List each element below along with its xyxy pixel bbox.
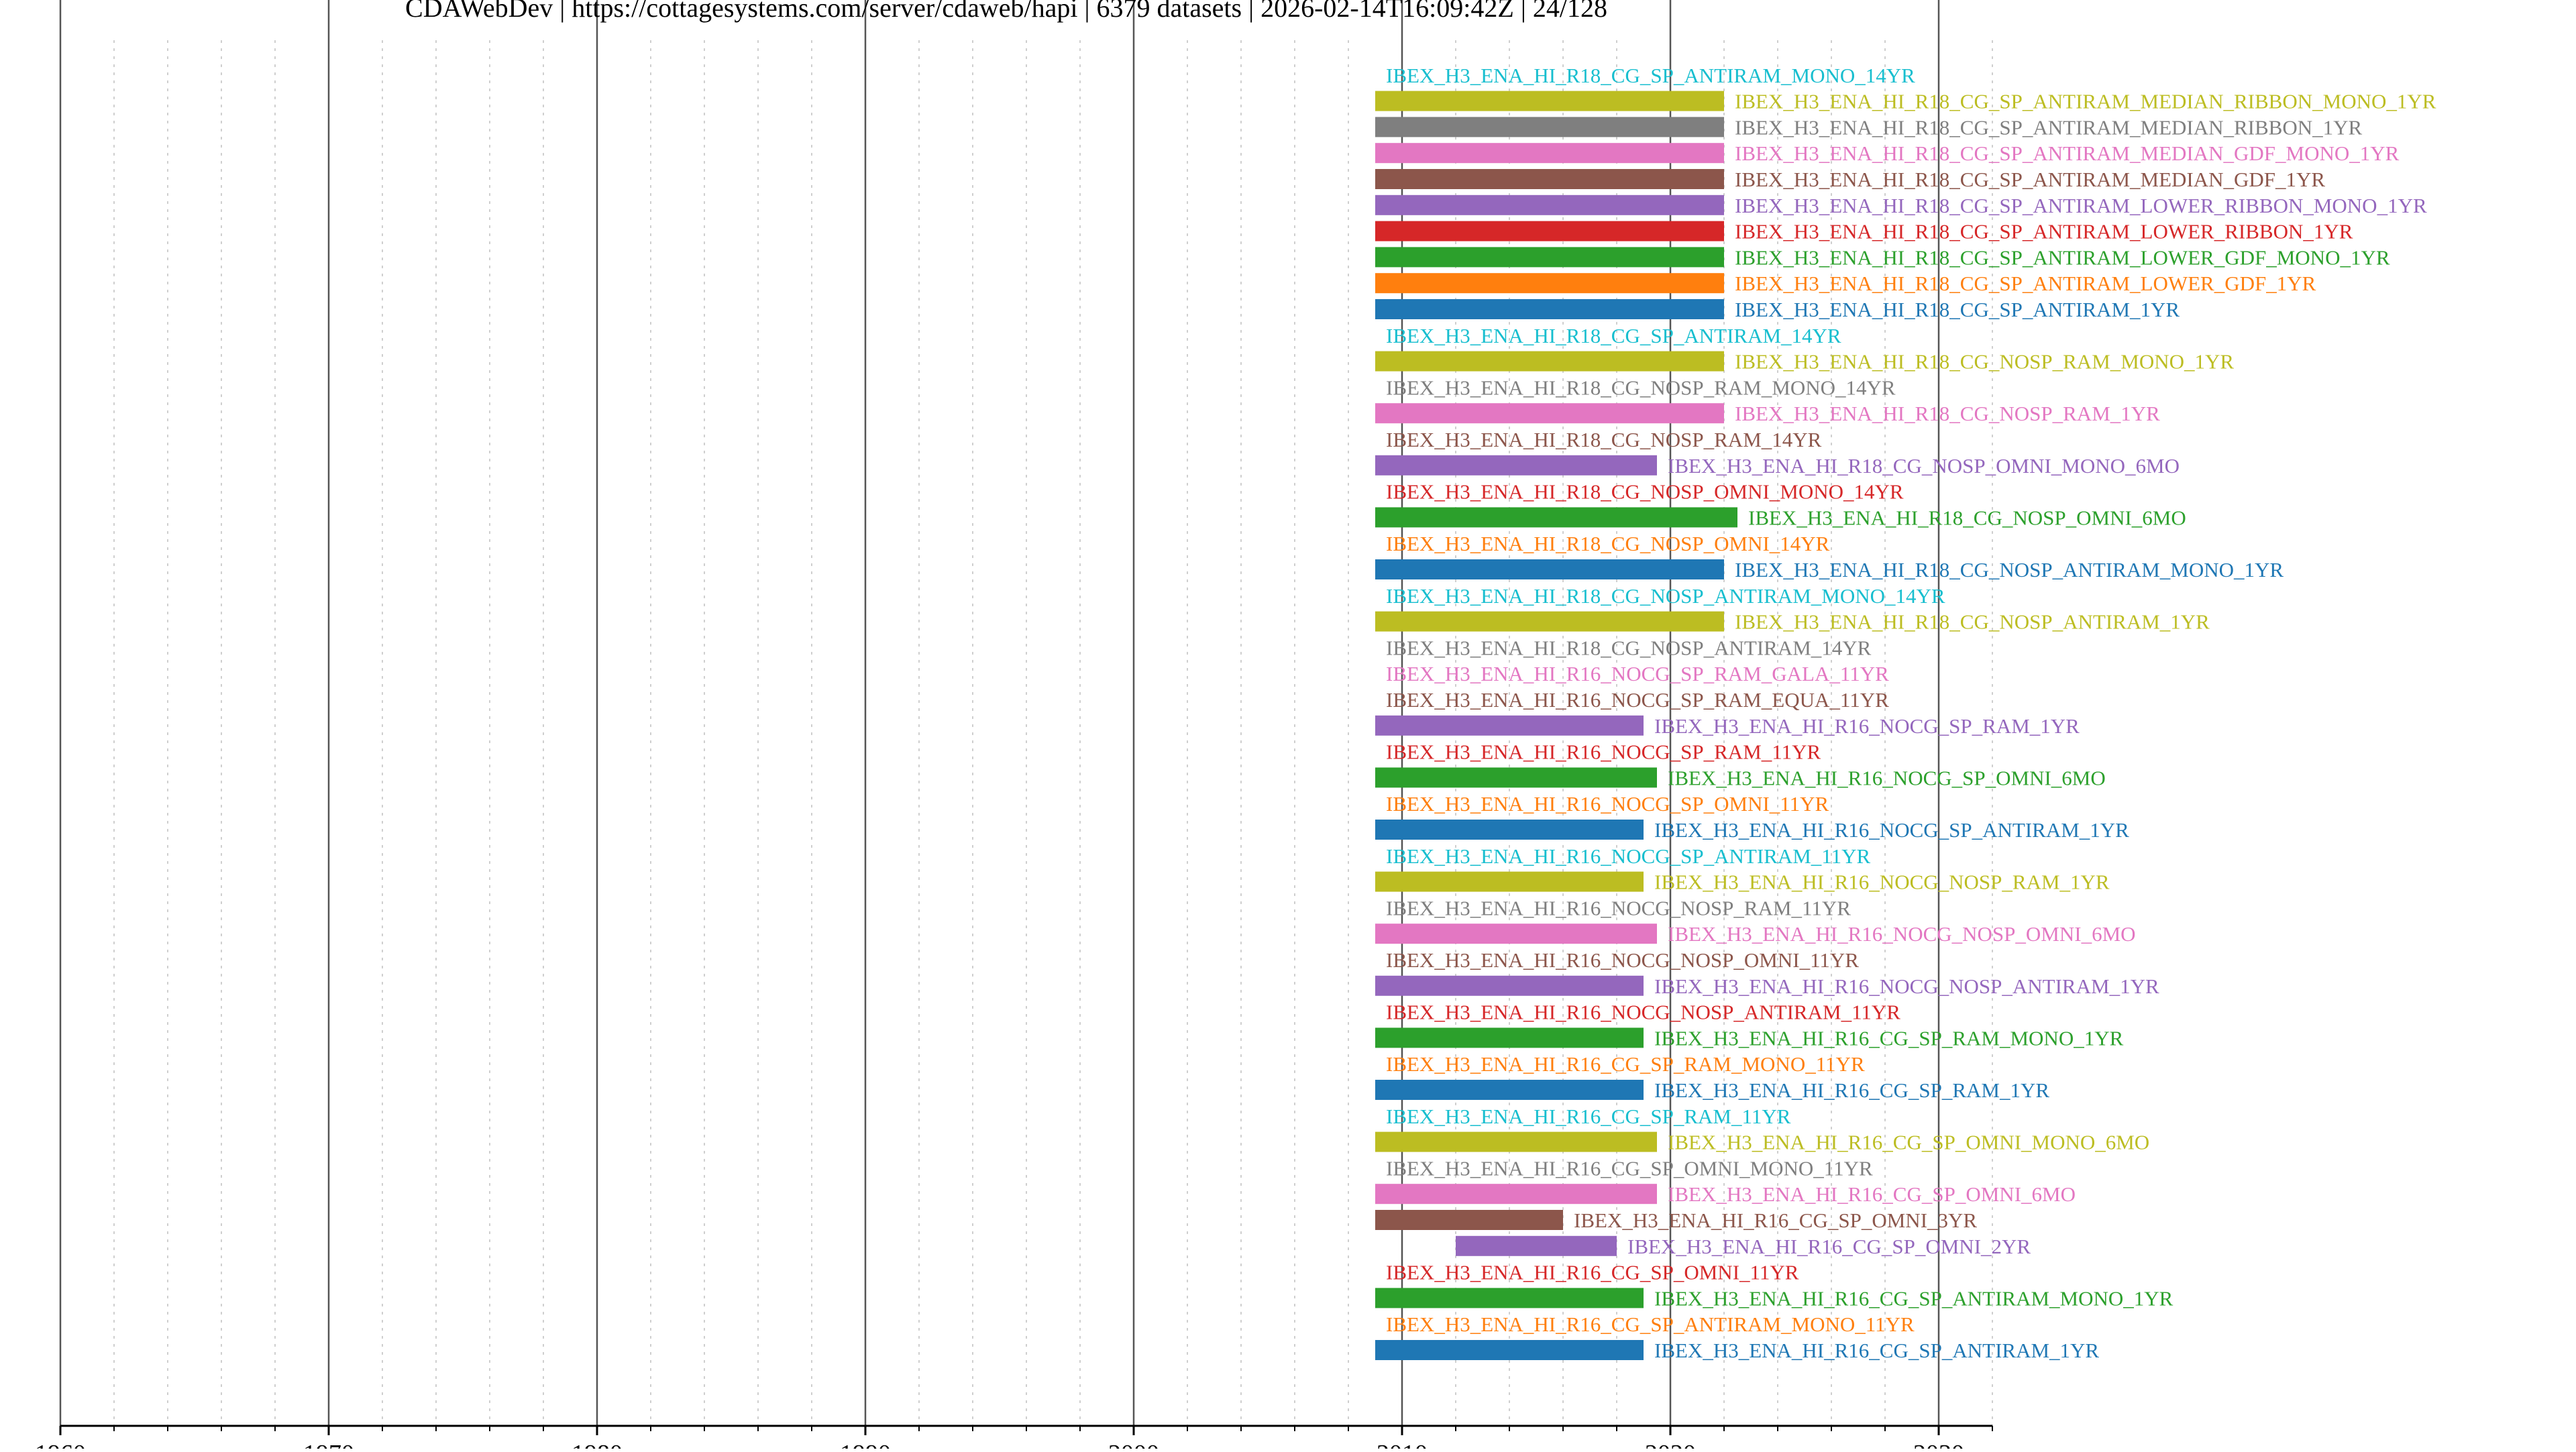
series-label: IBEX_H3_ENA_HI_R16_NOCG_SP_OMNI_11YR [1386,792,1829,816]
timeline-bar [1375,143,1724,164]
series-label: IBEX_H3_ENA_HI_R18_CG_SP_ANTIRAM_LOWER_G… [1735,245,2390,269]
timeline-bar [1375,403,1724,424]
bars-layer [1375,91,1737,1360]
series-label: IBEX_H3_ENA_HI_R18_CG_SP_ANTIRAM_LOWER_G… [1735,272,2316,295]
series-label: IBEX_H3_ENA_HI_R16_CG_SP_OMNI_11YR [1386,1261,1799,1284]
series-label: IBEX_H3_ENA_HI_R18_CG_SP_ANTIRAM_LOWER_R… [1735,194,2427,217]
x-tick-label: 1980 [572,1440,623,1449]
series-label: IBEX_H3_ENA_HI_R16_CG_SP_OMNI_6MO [1668,1182,2076,1206]
timeline-bar [1375,1080,1644,1100]
series-label: IBEX_H3_ENA_HI_R16_NOCG_NOSP_RAM_1YR [1654,871,2110,894]
series-label: IBEX_H3_ENA_HI_R16_NOCG_NOSP_ANTIRAM_11Y… [1386,1001,1900,1024]
x-tick-label: 1990 [840,1440,891,1449]
series-label: IBEX_H3_ENA_HI_R16_CG_SP_ANTIRAM_MONO_11… [1386,1313,1915,1336]
series-label: IBEX_H3_ENA_HI_R18_CG_NOSP_OMNI_MONO_6MO [1668,454,2180,478]
labels-layer: IBEX_H3_ENA_HI_R16_CG_SP_ANTIRAM_1YR IBEX… [1386,64,2436,1362]
series-label: IBEX_H3_ENA_HI_R16_NOCG_NOSP_RAM_11YR [1386,896,1851,919]
timeline-bar [1375,507,1737,528]
series-label: IBEX_H3_ENA_HI_R18_CG_NOSP_ANTIRAM_MONO_… [1386,584,1945,608]
series-label: IBEX_H3_ENA_HI_R18_CG_NOSP_ANTIRAM_1YR [1735,610,2210,634]
timeline-bar [1375,975,1644,996]
series-label: IBEX_H3_ENA_HI_R16_NOCG_SP_RAM_GALA_11YR [1386,662,1889,685]
series-label: IBEX_H3_ENA_HI_R16_CG_SP_RAM_MONO_11YR [1386,1052,1865,1076]
timeline-bar [1375,1288,1644,1308]
series-label: IBEX_H3_ENA_HI_R16_CG_SP_OMNI_MONO_6MO [1668,1131,2149,1154]
timeline-bar [1375,611,1724,632]
timeline-bar [1375,820,1644,840]
timeline-bar [1375,247,1724,268]
timeline-bar [1375,1184,1657,1205]
series-label: IBEX_H3_ENA_HI_R16_CG_SP_OMNI_2YR [1627,1235,2031,1258]
series-label: IBEX_H3_ENA_HI_R16_NOCG_SP_RAM_11YR [1386,740,1821,764]
series-label: IBEX_H3_ENA_HI_R18_CG_SP_ANTIRAM_MONO_14… [1386,64,1915,87]
series-label: IBEX_H3_ENA_HI_R18_CG_SP_ANTIRAM_MEDIAN_… [1735,90,2436,113]
series-label: IBEX_H3_ENA_HI_R18_CG_NOSP_RAM_1YR [1735,402,2160,425]
x-tick-label: 1970 [303,1440,354,1449]
series-label: IBEX_H3_ENA_HI_R16_NOCG_SP_ANTIRAM_11YR [1386,844,1871,868]
timeline-bar [1375,455,1657,476]
series-label: IBEX_H3_ENA_HI_R16_NOCG_SP_RAM_1YR [1654,714,2080,738]
series-label: IBEX_H3_ENA_HI_R16_NOCG_SP_OMNI_6MO [1668,766,2106,789]
series-label: IBEX_H3_ENA_HI_R18_CG_NOSP_OMNI_6MO [1748,506,2186,529]
series-label: IBEX_H3_ENA_HI_R18_CG_NOSP_ANTIRAM_14YR [1386,636,1872,659]
series-label: IBEX_H3_ENA_HI_R16_NOCG_NOSP_OMNI_6MO [1668,922,2136,946]
series-label: IBEX_H3_ENA_HI_R18_CG_NOSP_RAM_14YR [1386,428,1822,451]
series-label: IBEX_H3_ENA_HI_R16_CG_SP_OMNI_3YR [1574,1209,1977,1232]
timeline-bar [1375,767,1657,788]
series-label: IBEX_H3_ENA_HI_R16_NOCG_NOSP_ANTIRAM_1YR [1654,974,2159,998]
grid-layer [59,0,1993,1426]
x-tick-label: 2030 [1913,1440,1964,1449]
x-tick-label: 2010 [1377,1440,1428,1449]
series-label: IBEX_H3_ENA_HI_R18_CG_SP_ANTIRAM_1YR [1735,298,2180,321]
timeline-bar [1375,299,1724,319]
series-label: IBEX_H3_ENA_HI_R16_CG_SP_RAM_11YR [1386,1105,1791,1128]
timeline-bar [1375,1210,1563,1230]
timeline-bar [1375,559,1724,579]
series-label: IBEX_H3_ENA_HI_R18_CG_SP_ANTIRAM_14YR [1386,324,1841,347]
timeline-bar [1375,221,1724,241]
series-label: IBEX_H3_ENA_HI_R16_CG_SP_ANTIRAM_MONO_1Y… [1654,1286,2174,1310]
x-tick-label: 2020 [1645,1440,1696,1449]
timeline-bar [1456,1235,1617,1256]
series-label: IBEX_H3_ENA_HI_R18_CG_SP_ANTIRAM_MEDIAN_… [1735,115,2363,139]
x-axis: 1960 1970 1980 1990 2000 2010 2020 2030 [35,1425,1993,1452]
series-label: IBEX_H3_ENA_HI_R16_CG_SP_RAM_MONO_1YR [1654,1026,2124,1050]
series-label: IBEX_H3_ENA_HI_R16_CG_SP_ANTIRAM_1YR [1654,1339,2099,1362]
x-tick-label: 2000 [1108,1440,1159,1449]
series-label: IBEX_H3_ENA_HI_R16_CG_SP_RAM_1YR [1654,1078,2049,1102]
series-label: IBEX_H3_ENA_HI_R18_CG_SP_ANTIRAM_MEDIAN_… [1735,142,2400,165]
series-label: IBEX_H3_ENA_HI_R18_CG_NOSP_RAM_MONO_1YR [1735,350,2234,374]
timeline-bar [1375,117,1724,137]
timeline-bar [1375,715,1644,736]
timeline-bar [1375,1131,1657,1152]
series-label: IBEX_H3_ENA_HI_R18_CG_SP_ANTIRAM_MEDIAN_… [1735,168,2325,191]
timeline-bar [1375,351,1724,372]
timeline-bar [1375,91,1724,111]
series-label: IBEX_H3_ENA_HI_R16_NOCG_SP_RAM_EQUA_11YR [1386,688,1889,712]
timeline-bar [1375,1027,1644,1048]
timeline-bar [1375,194,1724,215]
series-label: IBEX_H3_ENA_HI_R16_NOCG_SP_ANTIRAM_1YR [1654,818,2129,842]
x-tick-label: 1960 [35,1440,86,1449]
series-label: IBEX_H3_ENA_HI_R18_CG_SP_ANTIRAM_LOWER_R… [1735,220,2353,243]
series-label: IBEX_H3_ENA_HI_R16_CG_SP_OMNI_MONO_11YR [1386,1156,1873,1180]
series-label: IBEX_H3_ENA_HI_R16_NOCG_NOSP_OMNI_11YR [1386,948,1859,972]
timeline-bar [1375,871,1644,892]
series-label: IBEX_H3_ENA_HI_R18_CG_NOSP_OMNI_MONO_14Y… [1386,480,1904,504]
series-label: IBEX_H3_ENA_HI_R18_CG_NOSP_RAM_MONO_14YR [1386,376,1896,399]
series-label: IBEX_H3_ENA_HI_R18_CG_NOSP_OMNI_14YR [1386,532,1830,555]
timeline-bar [1375,273,1724,294]
timeline-bar [1375,169,1724,189]
chart-title: CDAWebDev | https://cottagesystems.com/s… [405,0,1607,23]
timeline-bar [1375,924,1657,944]
series-label: IBEX_H3_ENA_HI_R18_CG_NOSP_ANTIRAM_MONO_… [1735,558,2284,581]
timeline-bar [1375,1340,1644,1360]
